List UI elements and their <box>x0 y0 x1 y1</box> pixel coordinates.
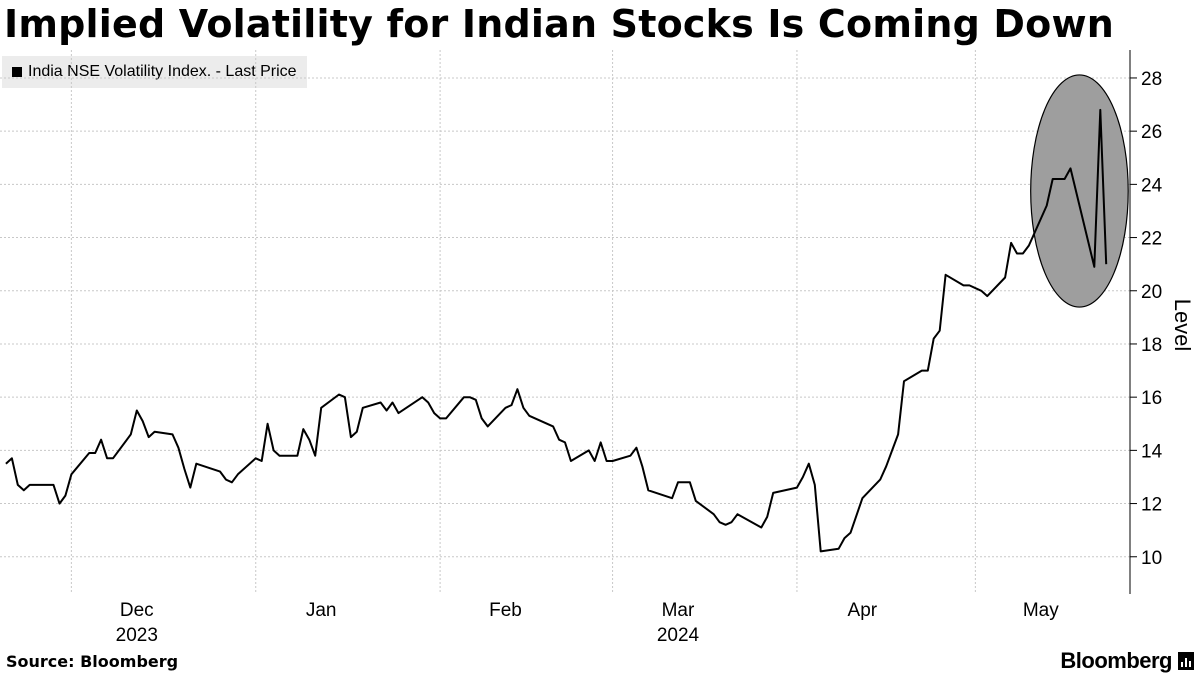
y-tick-label: 14 <box>1141 441 1163 462</box>
x-tick-label: Jan <box>306 600 337 621</box>
y-tick-label: 24 <box>1141 175 1163 196</box>
x-year-label: 2023 <box>116 625 158 646</box>
y-tick-label: 20 <box>1141 282 1162 303</box>
y-tick-label: 12 <box>1141 495 1162 516</box>
y-tick-label: 26 <box>1141 122 1162 143</box>
x-tick-label: Dec <box>120 600 154 621</box>
highlight-ellipse <box>1030 74 1129 308</box>
x-tick-label: Apr <box>848 600 878 621</box>
y-axis-label: Level <box>1170 299 1195 352</box>
series-layer <box>5 108 1108 553</box>
x-year-label: 2024 <box>657 625 700 646</box>
source-note: Source: Bloomberg <box>6 652 179 671</box>
y-tick-label: 28 <box>1141 69 1162 90</box>
brand-logo: Bloomberg <box>1060 648 1194 674</box>
highlight-layer <box>1030 74 1129 308</box>
gridlines <box>0 50 1130 594</box>
y-tick-label: 16 <box>1141 388 1162 409</box>
x-tick-label: Mar <box>662 600 695 621</box>
axes <box>1129 50 1137 594</box>
bloomberg-chart-icon <box>1178 652 1194 670</box>
chart-title: Implied Volatility for Indian Stocks Is … <box>4 2 1115 46</box>
legend-swatch <box>12 67 22 77</box>
y-tick-label: 10 <box>1141 548 1162 569</box>
series-line <box>5 108 1108 553</box>
legend-label: India NSE Volatility Index. - Last Price <box>28 63 297 80</box>
y-tick-label: 22 <box>1141 229 1162 250</box>
brand-name: Bloomberg <box>1060 648 1172 673</box>
y-tick-label: 18 <box>1141 335 1162 356</box>
x-tick-label: May <box>1023 600 1059 621</box>
x-tick-label: Feb <box>489 600 522 621</box>
tick-labels: 10 12 14 16 18 20 22 24 26 28 Dec 2023 Jan Feb Mar 2024… <box>116 69 1163 646</box>
